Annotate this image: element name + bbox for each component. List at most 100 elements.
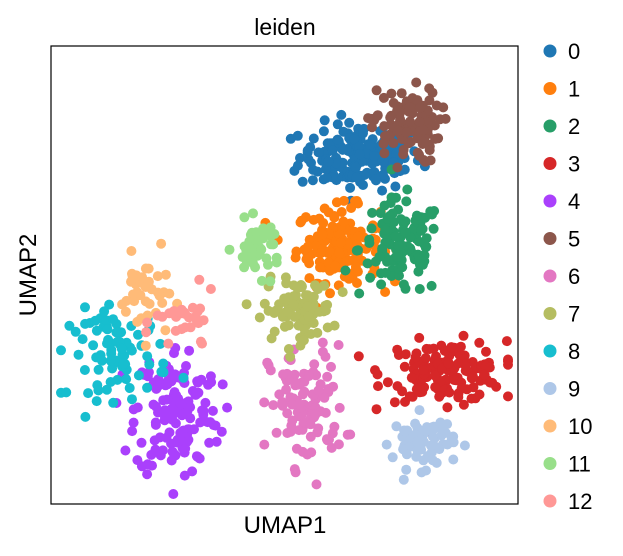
point-cluster-0 [319, 115, 330, 126]
point-cluster-5 [412, 95, 423, 106]
point-cluster-9 [412, 436, 423, 447]
point-cluster-8 [116, 343, 127, 354]
point-cluster-9 [427, 431, 438, 442]
point-cluster-6 [313, 423, 324, 434]
point-cluster-4 [193, 387, 204, 398]
point-cluster-1 [334, 230, 345, 241]
point-cluster-4 [142, 371, 153, 382]
point-cluster-9 [401, 449, 412, 460]
point-cluster-10 [160, 325, 171, 336]
point-cluster-3 [434, 391, 445, 402]
point-cluster-5 [424, 83, 435, 94]
legend-marker-4 [543, 194, 557, 208]
point-cluster-6 [311, 479, 322, 490]
point-cluster-0 [323, 156, 334, 167]
point-cluster-8 [80, 318, 91, 329]
point-cluster-8 [80, 411, 91, 422]
point-cluster-5 [418, 125, 429, 135]
point-cluster-3 [453, 392, 464, 403]
point-cluster-4 [200, 397, 211, 408]
point-cluster-0 [365, 140, 376, 150]
legend-marker-9 [543, 382, 557, 395]
point-cluster-7 [269, 308, 280, 318]
point-cluster-6 [299, 386, 310, 397]
point-cluster-2 [365, 272, 376, 283]
point-cluster-0 [337, 144, 348, 155]
cluster-5-points [363, 77, 451, 173]
point-cluster-8 [121, 374, 132, 385]
point-cluster-4 [216, 426, 227, 437]
point-cluster-6 [271, 427, 282, 438]
legend-marker-12 [543, 494, 557, 508]
point-cluster-6 [326, 361, 336, 372]
point-cluster-6 [317, 337, 328, 348]
point-cluster-6 [333, 340, 344, 350]
point-cluster-1 [319, 203, 330, 214]
point-cluster-4 [132, 455, 143, 466]
legend-item-12: 12 [543, 489, 592, 514]
legend-marker-3 [543, 157, 557, 170]
point-cluster-0 [377, 185, 388, 196]
point-cluster-5 [405, 116, 415, 127]
point-cluster-12 [184, 312, 194, 323]
point-cluster-8 [80, 302, 90, 313]
point-cluster-10 [140, 263, 151, 274]
point-cluster-3 [397, 386, 408, 397]
point-cluster-10 [129, 296, 140, 307]
point-cluster-8 [83, 388, 94, 399]
point-cluster-5 [414, 116, 425, 127]
point-cluster-10 [164, 288, 175, 299]
point-cluster-2 [377, 243, 388, 254]
point-cluster-9 [426, 440, 436, 451]
point-cluster-8 [90, 315, 101, 326]
point-cluster-2 [400, 283, 411, 294]
point-cluster-1 [380, 287, 391, 297]
point-cluster-11 [243, 242, 254, 253]
point-cluster-0 [390, 181, 401, 192]
point-cluster-4 [167, 446, 178, 457]
point-cluster-7 [254, 312, 265, 323]
point-cluster-1 [338, 195, 349, 206]
point-cluster-3 [420, 353, 431, 363]
point-cluster-6 [277, 397, 288, 407]
legend-item-10: 10 [543, 414, 592, 439]
plot-frame [50, 45, 519, 505]
point-cluster-4 [136, 437, 147, 448]
point-cluster-2 [428, 223, 439, 234]
point-cluster-2 [402, 184, 413, 195]
point-cluster-0 [320, 164, 331, 175]
point-cluster-4 [179, 470, 190, 481]
point-cluster-2 [340, 265, 351, 276]
point-cluster-4 [205, 371, 216, 382]
point-cluster-8 [73, 349, 84, 360]
point-cluster-7 [285, 351, 296, 362]
point-cluster-4 [217, 379, 228, 390]
point-cluster-0 [332, 119, 343, 130]
point-cluster-2 [390, 231, 401, 242]
point-cluster-3 [458, 399, 469, 410]
point-cluster-6 [287, 415, 298, 426]
point-cluster-2 [392, 252, 403, 262]
point-cluster-0 [307, 175, 318, 186]
point-cluster-5 [378, 92, 389, 103]
point-cluster-6 [333, 439, 344, 450]
point-cluster-3 [479, 369, 490, 380]
point-cluster-9 [442, 439, 453, 450]
point-cluster-2 [401, 196, 412, 207]
point-cluster-6 [342, 429, 353, 440]
point-cluster-0 [285, 133, 296, 144]
point-cluster-6 [262, 357, 273, 368]
legend-item-1: 1 [543, 77, 580, 102]
point-cluster-0 [332, 134, 343, 145]
point-cluster-3 [373, 381, 383, 392]
point-cluster-3 [430, 382, 441, 393]
point-cluster-1 [346, 203, 357, 213]
point-cluster-11 [256, 275, 267, 286]
point-cluster-4 [148, 399, 159, 410]
point-cluster-10 [144, 298, 155, 309]
point-cluster-4 [161, 394, 172, 405]
point-cluster-9 [427, 455, 438, 466]
point-cluster-3 [406, 372, 417, 383]
point-cluster-7 [312, 284, 323, 295]
point-cluster-8 [70, 326, 81, 337]
